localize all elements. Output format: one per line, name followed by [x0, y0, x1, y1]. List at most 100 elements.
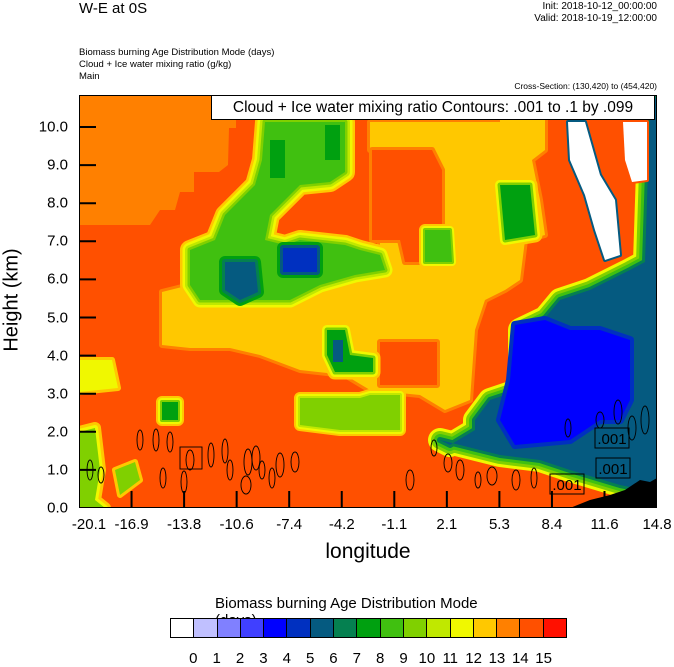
field-name-domain: Main: [79, 71, 100, 82]
init-time: Init: 2018-10-12_00:00:00: [542, 1, 657, 12]
colorbar-label: 9: [399, 650, 408, 667]
cloud-contour: [430, 439, 438, 457]
cloud-contour: [640, 405, 650, 435]
cloud-contour: [290, 451, 300, 473]
x-tick-label: -7.4: [276, 516, 303, 533]
contour-label: .001: [598, 461, 627, 478]
y-tick-label: 4.0: [47, 347, 68, 365]
x-tick-label: -4.2: [328, 516, 355, 533]
colorbar-swatch: [427, 619, 451, 637]
x-axis-title: longitude: [325, 540, 411, 563]
cloud-contour: [564, 418, 572, 438]
colorbar-label: 12: [465, 650, 482, 667]
cross-section-label: Cross-Section: (130,420) to (454,420): [514, 81, 657, 91]
x-tick-label: 5.3: [488, 516, 510, 533]
blue-core: [283, 248, 317, 272]
x-tick-label: -16.9: [114, 516, 149, 533]
cloud-contour: [97, 466, 105, 484]
colorbar-label: 0: [189, 650, 198, 667]
green-band: [190, 122, 385, 300]
x-tick-label: -20.1: [71, 516, 107, 533]
lime-region: [115, 462, 140, 495]
colorbar-label: 5: [305, 650, 315, 667]
colorbar-swatch: [497, 619, 521, 637]
cloud-contour: [166, 431, 174, 453]
colorbar-label: 14: [511, 650, 529, 667]
colorbar-label: 8: [376, 650, 385, 667]
lime-band: [300, 395, 400, 430]
cloud-contour: [136, 429, 144, 451]
colorbar-swatch: [171, 619, 195, 637]
colorbar-swatch: [473, 619, 498, 637]
contour-legend: Cloud + Ice water mixing ratio Contours:…: [211, 95, 655, 120]
colorbar-swatch: [520, 619, 544, 637]
green-core: [325, 125, 340, 160]
cloud-contour: [530, 467, 538, 489]
contour-label-box: .001: [549, 473, 585, 495]
contour-label-box: .001: [594, 427, 630, 449]
colorbar-label: 13: [488, 650, 506, 667]
y-tick-label: 0.0: [47, 499, 68, 517]
colorbar-swatch: [240, 619, 265, 637]
colorbar-swatch: [264, 619, 288, 637]
colorbar-swatch: [194, 619, 218, 637]
colorbar-swatch: [380, 619, 404, 637]
yellow-strip: [79, 360, 118, 392]
green-blob: [162, 402, 178, 420]
green-core: [270, 140, 285, 178]
terrain: [570, 478, 657, 508]
x-tick-label: 2.1: [436, 516, 458, 533]
cloud-contour: [258, 460, 266, 480]
green-blob: [425, 230, 452, 262]
colorbar-swatch: [287, 619, 311, 637]
colorbar-label: 3: [259, 650, 268, 667]
y-tick-label: 7.0: [47, 232, 68, 250]
x-tick-label: -13.8: [166, 516, 202, 533]
teal-core: [225, 262, 258, 300]
y-tick-label: 9.0: [47, 156, 68, 174]
valid-time: Valid: 2018-10-19_12:00:00: [534, 13, 657, 24]
lime-region: [79, 428, 105, 508]
contour-label: .001: [597, 431, 626, 448]
colorbar-label: 15: [535, 650, 552, 667]
y-tick-label: 8.0: [47, 194, 68, 212]
cloud-contour: [511, 469, 521, 491]
orange-region: [79, 95, 236, 225]
y-tick-label: 2.0: [47, 423, 68, 441]
cloud-contour: [152, 428, 160, 452]
cloud-contour: [405, 469, 415, 491]
colorbar-swatch: [357, 619, 381, 637]
cloud-contour: [226, 459, 234, 481]
colorbar-label: 2: [235, 650, 245, 667]
colorbar: [170, 618, 567, 638]
field-name-cloud: Cloud + Ice water mixing ratio (g/kg): [79, 59, 232, 70]
contour-label-box: .001: [595, 457, 631, 479]
x-tick-label: 11.6: [590, 516, 619, 533]
colorbar-swatch: [403, 619, 428, 637]
colorbar-swatch: [217, 619, 241, 637]
y-tick-label: 5.0: [47, 309, 68, 326]
colorbar-swatch: [450, 619, 474, 637]
cross-section-plot: .001 .001 .001: [79, 95, 657, 508]
cloud-contour: [474, 471, 482, 489]
cloud-contour: [159, 467, 167, 489]
red-patch: [380, 342, 437, 385]
y-tick-label: 1.0: [47, 461, 68, 479]
y-tick-label: 10.0: [38, 118, 68, 136]
x-tick-label: 8.4: [541, 516, 563, 533]
cloud-contour: [455, 459, 465, 481]
cloud-contour: [185, 449, 195, 471]
colorbar-label: 1: [212, 650, 221, 667]
cloud-contour: [251, 445, 261, 471]
y-tick-label: 3.0: [47, 385, 68, 403]
contour-label: .001: [552, 477, 581, 494]
colorbar-label: 10: [418, 650, 436, 667]
white-region: [623, 122, 647, 182]
cloud-contour: [179, 446, 203, 470]
colorbar-label: 11: [442, 650, 459, 667]
x-tick-label: 14.8: [642, 516, 672, 533]
field-name-biomass: Biomass burning Age Distribution Mode (d…: [79, 47, 275, 58]
cloud-contour: [613, 399, 623, 425]
y-axis-title: Height (km): [0, 248, 23, 352]
cloud-contour: [486, 466, 498, 486]
